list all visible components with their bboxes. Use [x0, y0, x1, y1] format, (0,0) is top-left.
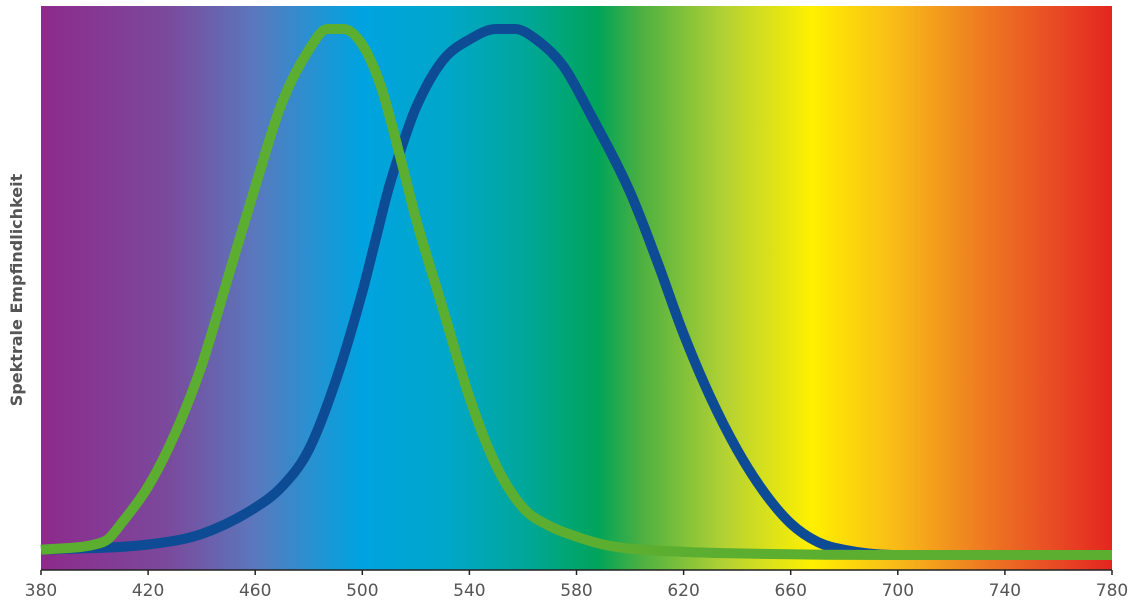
x-tick-label: 460: [239, 581, 271, 601]
x-tick-label: 700: [882, 581, 914, 601]
x-tick-label: 380: [25, 581, 57, 601]
x-tick-label: 660: [774, 581, 806, 601]
y-axis-label: Spektrale Empfindlichkeit: [7, 173, 26, 406]
x-tick-label: 420: [132, 581, 164, 601]
sensitivity-curve-2: [40, 23, 1112, 561]
x-tick-label: 580: [560, 581, 592, 601]
sensitivity-curve-1: [40, 23, 1112, 561]
x-axis: 380 420 460 500 540 580 620 660 700 740 780: [25, 569, 1128, 601]
x-tick-label: 780: [1096, 581, 1128, 601]
x-tick-label: 540: [453, 581, 485, 601]
spectrum-background: [41, 6, 1112, 570]
series-layer: [40, 23, 1112, 561]
x-tick-label: 620: [667, 581, 699, 601]
x-tick-label: 500: [346, 581, 378, 601]
x-tick-label: 740: [989, 581, 1021, 601]
